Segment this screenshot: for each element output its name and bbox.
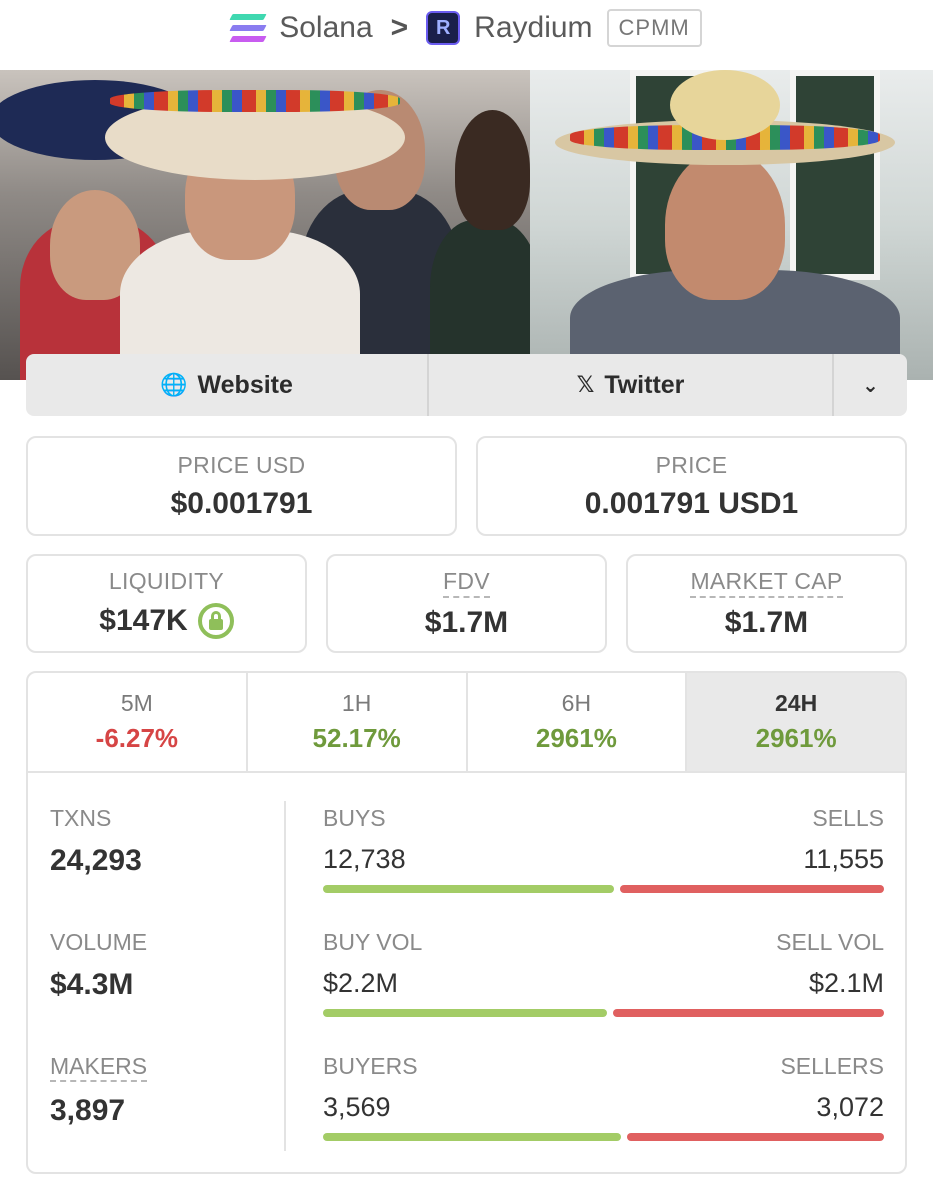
market-cap-label[interactable]: MARKET CAP: [690, 568, 843, 598]
tab-1h[interactable]: 1H 52.17%: [248, 673, 468, 771]
social-links-bar: 🌐 Website 𝕏 Twitter ⌄: [26, 354, 907, 416]
tab-label: 5M: [120, 690, 153, 716]
globe-icon: 🌐: [160, 372, 188, 397]
makers-metric: MAKERS 3,897: [50, 1053, 148, 1128]
x-logo-icon: 𝕏: [576, 372, 595, 397]
txns-label: TXNS: [50, 805, 112, 831]
buyers-label: BUYERS: [323, 1053, 418, 1079]
tab-5m[interactable]: 5M -6.27%: [28, 673, 248, 771]
breadcrumb-chain[interactable]: Solana: [279, 11, 373, 44]
sell-bar: [620, 885, 884, 893]
token-banner-image: [0, 70, 933, 380]
tab-label: 6H: [561, 690, 592, 716]
makers-value: 3,897: [50, 1094, 126, 1127]
buys-sells-split: BUYS SELLS 12,738 11,555: [323, 805, 884, 893]
sell-vol-value: $2.1M: [808, 968, 884, 998]
sellers-label: SELLERS: [780, 1053, 884, 1079]
buy-bar: [323, 885, 614, 893]
tab-24h[interactable]: 24H 2961%: [687, 673, 905, 771]
sellers-value: 3,072: [816, 1092, 884, 1122]
buy-bar: [323, 1009, 607, 1017]
fdv-card: FDV $1.7M: [326, 554, 607, 653]
more-links-button[interactable]: ⌄: [834, 354, 907, 416]
buyers-ratio-bar: [323, 1133, 884, 1141]
tab-label: 24H: [775, 690, 818, 716]
tab-change: 52.17%: [312, 723, 401, 753]
website-label: Website: [197, 370, 293, 399]
buyers-sellers-split: BUYERS SELLERS 3,569 3,072: [323, 1053, 884, 1141]
tab-6h[interactable]: 6H 2961%: [468, 673, 688, 771]
tab-change: -6.27%: [95, 723, 179, 753]
fdv-label[interactable]: FDV: [443, 568, 490, 598]
price-card: PRICE 0.001791 USD1: [476, 436, 907, 536]
twitter-button[interactable]: 𝕏 Twitter: [429, 354, 834, 416]
volume-ratio-bar: [323, 1009, 884, 1017]
txns-value: 24,293: [50, 844, 142, 877]
txns-metric: TXNS 24,293: [50, 805, 142, 878]
liquidity-label: LIQUIDITY: [108, 568, 225, 594]
buy-vol-value: $2.2M: [323, 968, 399, 998]
pool-type-badge: CPMM: [606, 9, 702, 47]
sell-vol-label: SELL VOL: [776, 929, 884, 955]
breadcrumb-dex[interactable]: Raydium: [474, 11, 593, 44]
buys-label: BUYS: [323, 805, 386, 831]
sell-bar: [613, 1009, 884, 1017]
trading-stats-panel: 5M -6.27% 1H 52.17% 6H 2961% 24H 2961% T…: [26, 671, 907, 1174]
volume-value: $4.3M: [50, 968, 134, 1001]
tab-change: 2961%: [535, 723, 617, 753]
price-label: PRICE: [655, 451, 728, 478]
buyers-value: 3,569: [323, 1092, 391, 1122]
sell-bar: [627, 1133, 884, 1141]
raydium-logo-icon: R: [426, 11, 461, 45]
price-usd-card: PRICE USD $0.001791: [26, 436, 457, 536]
solana-logo-icon: [229, 14, 267, 42]
market-cap-card: MARKET CAP $1.7M: [626, 554, 907, 653]
twitter-label: Twitter: [604, 370, 685, 399]
tab-change: 2961%: [755, 723, 837, 753]
banner-right-photo: [530, 70, 933, 380]
makers-label[interactable]: MAKERS: [50, 1053, 148, 1082]
buys-value: 12,738: [323, 844, 406, 874]
buys-sells-ratio-bar: [323, 885, 884, 893]
market-cap-value: $1.7M: [724, 605, 809, 639]
liquidity-value-row: $147K: [99, 603, 234, 639]
buy-bar: [323, 1133, 621, 1141]
price-usd-label: PRICE USD: [177, 451, 306, 478]
liquidity-card: LIQUIDITY $147K: [26, 554, 307, 653]
volume-label: VOLUME: [50, 929, 148, 955]
summary-metrics: TXNS 24,293 VOLUME $4.3M MAKERS 3,897: [28, 801, 286, 1151]
banner-left-photo: [0, 70, 540, 380]
breadcrumb-separator: >: [390, 11, 409, 44]
price-usd-value: $0.001791: [170, 486, 313, 520]
volume-metric: VOLUME $4.3M: [50, 929, 147, 1002]
chevron-down-icon: ⌄: [862, 374, 879, 397]
volume-split: BUY VOL SELL VOL $2.2M $2.1M: [323, 929, 884, 1017]
tab-label: 1H: [341, 690, 372, 716]
sells-label: SELLS: [812, 805, 884, 831]
breadcrumb: Solana > R Raydium CPMM: [0, 0, 933, 56]
timeframe-tabs: 5M -6.27% 1H 52.17% 6H 2961% 24H 2961%: [28, 673, 905, 773]
liquidity-value: $147K: [99, 604, 188, 637]
sells-value: 11,555: [803, 844, 884, 874]
website-button[interactable]: 🌐 Website: [26, 354, 429, 416]
fdv-value: $1.7M: [424, 605, 509, 639]
price-value: 0.001791 USD1: [584, 486, 799, 520]
lock-icon[interactable]: [197, 603, 234, 639]
buy-vol-label: BUY VOL: [323, 929, 423, 955]
